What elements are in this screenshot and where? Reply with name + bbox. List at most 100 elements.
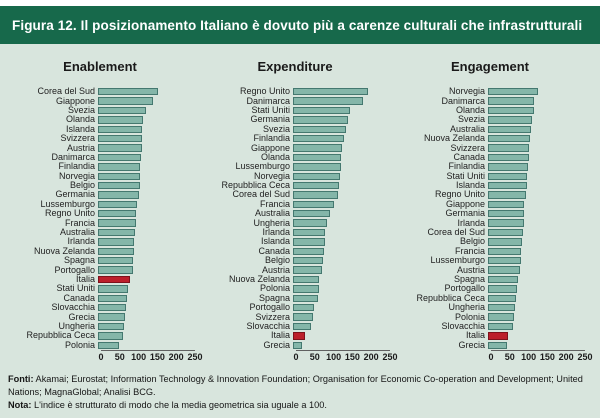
country-label: Francia [454,245,485,256]
bar-track [488,153,582,162]
x-axis-tick-label: 150 [539,351,555,362]
bar-track [293,181,387,190]
bar-track [98,116,192,124]
bar [293,238,325,246]
bar-row: Regno Unito [199,87,391,96]
bar-track [293,247,387,256]
bar-row: Ungheria [394,303,586,312]
bar [488,313,514,321]
bar [293,153,342,162]
bar-row: Corea del Sud [394,228,586,237]
bar [488,266,520,274]
country-label: Portogallo [54,264,95,275]
country-label: Austria [456,264,485,275]
country-label: Francia [259,198,290,209]
bar [293,200,335,209]
bar [488,181,527,190]
bar [488,88,539,96]
x-axis-tick-label: 150 [149,351,165,362]
country-label: Islanda [455,180,485,191]
bar-track [488,181,582,190]
bar-row: Giappone [199,143,391,152]
country-label: Ungheria [448,302,485,313]
country-label: Giappone [55,95,95,106]
bar [98,266,133,274]
bar-row: Svezia [4,105,196,115]
bar-row: Francia [199,198,391,209]
bar-row: Irlanda [394,218,586,227]
bar-track [293,200,387,209]
bar [488,322,513,331]
bar [293,285,319,293]
bar [293,257,324,265]
country-label: Canada [453,151,485,162]
country-label: Olanda [65,114,95,125]
bar [293,134,345,143]
footer-note: Nota: L'indice è strutturato di modo che… [8,399,588,412]
bar-row: Islanda [4,124,196,134]
bar [488,257,521,265]
bar-row: Islanda [394,181,586,190]
bar [98,303,126,312]
bar [293,275,320,284]
bar-track [98,181,192,190]
chart-enablement: Enablement Corea del Sud Giappone Svezia Ol… [4,59,202,362]
bar-track [488,210,582,218]
country-label: Giappone [445,198,485,209]
country-label: Finlandia [448,161,485,172]
bar-row: Italia [4,275,196,284]
country-label: Svezia [457,114,485,125]
bar-track [98,200,192,209]
bar-row: Norvegia [4,171,196,181]
bar-track [293,144,387,152]
country-label: Danimarca [441,95,485,106]
bar [488,106,534,115]
country-label: Regno Unito [239,86,290,97]
bar [98,163,141,171]
bar [488,153,529,162]
bar-track [488,257,582,265]
country-label: Slovacchia [51,302,95,313]
bar [488,163,529,171]
bar-row: Germania [199,115,391,124]
country-label: Francia [64,217,95,228]
bar [98,247,134,256]
country-label: Nuova Zelanda [33,245,95,256]
bar [293,191,339,199]
bar-row: Danimarca [199,96,391,105]
country-label: Austria [66,142,95,153]
bar-row: Finlandia [394,162,586,171]
bar [293,144,343,152]
bar-row: Austria [4,143,196,152]
bar-row: Polonia [199,284,391,293]
bar-track [98,313,192,321]
bar [488,219,524,227]
country-label: Spagna [453,274,485,284]
country-label: Italia [465,330,485,341]
bar [488,341,508,349]
bar-track [488,313,582,321]
x-axis-tick-label: 50 [114,351,125,362]
bar-track [488,219,582,227]
bar-track [488,238,582,246]
x-axis-tick-label: 100 [521,351,537,362]
bar-track [488,144,582,152]
country-label: Repubblica Ceca [416,292,485,303]
bar-row: Spagna [394,275,586,284]
bar-track [488,275,582,284]
bar-track [293,106,387,115]
bar-row: Canada [394,151,586,162]
country-label: Repubblica Ceca [26,330,95,341]
bar [98,341,120,349]
bar-highlighted [98,275,130,284]
bar-track [98,257,192,265]
bar-track [293,97,387,105]
bar-track [488,266,582,274]
bar-track [293,238,387,246]
bar-row: Nuova Zelanda [199,275,391,284]
bar-track [293,228,387,237]
bar-track [488,88,582,96]
bar-track [293,332,387,340]
bar-row: Danimarca [394,96,586,105]
bar-row: Germania [4,190,196,199]
